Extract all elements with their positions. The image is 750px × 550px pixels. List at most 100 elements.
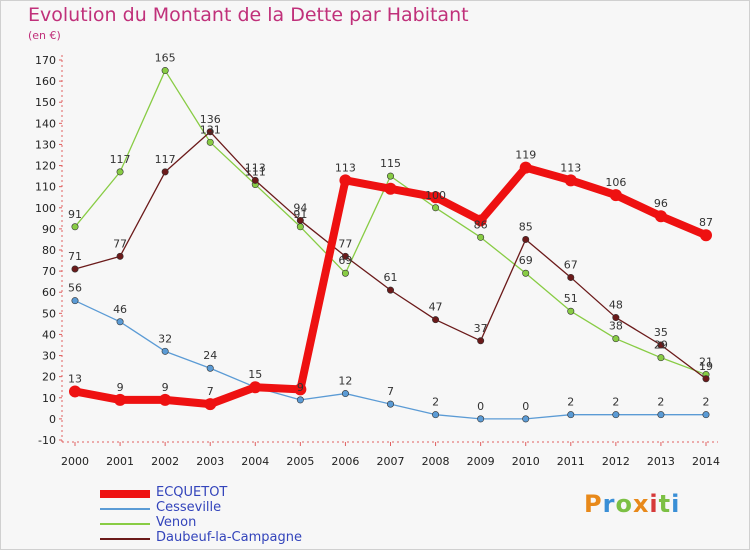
data-point-0 <box>519 161 532 174</box>
x-tick-label: 2002 <box>151 455 179 468</box>
plot-area <box>62 52 722 450</box>
data-label-3: 136 <box>200 113 221 126</box>
x-tick-label: 2000 <box>61 455 89 468</box>
y-tick-label: 90 <box>42 223 56 236</box>
legend-label-ecquetot: ECQUETOT <box>156 485 228 500</box>
data-point-1 <box>71 297 79 305</box>
data-point-3 <box>432 316 440 324</box>
chart-title: Evolution du Montant de la Dette par Hab… <box>28 4 469 26</box>
x-tick-label: 2006 <box>331 455 359 468</box>
data-point-2 <box>612 335 620 343</box>
data-point-2 <box>116 168 124 176</box>
data-point-1 <box>341 390 349 398</box>
data-label-1: 46 <box>113 303 127 316</box>
data-point-1 <box>567 411 575 419</box>
data-point-0 <box>384 182 397 195</box>
data-label-0: 9 <box>117 381 124 394</box>
data-point-1 <box>657 411 665 419</box>
data-label-2: 38 <box>609 320 623 333</box>
data-label-1: 7 <box>387 385 394 398</box>
y-tick-label: 150 <box>35 96 56 109</box>
data-point-2 <box>432 204 440 212</box>
data-label-2: 86 <box>474 218 488 231</box>
data-label-1: 2 <box>657 396 664 409</box>
data-label-3: 67 <box>564 258 578 271</box>
x-tick-label: 2014 <box>692 455 720 468</box>
data-point-1 <box>296 396 304 404</box>
data-point-3 <box>206 128 214 136</box>
data-point-0 <box>114 393 127 406</box>
data-label-1: 12 <box>338 375 352 388</box>
data-label-2: 51 <box>564 292 578 305</box>
y-tick-label: 40 <box>42 328 56 341</box>
data-label-3: 48 <box>609 299 623 312</box>
logo-letter: r <box>602 490 616 518</box>
data-point-3 <box>296 216 304 224</box>
data-point-1 <box>477 415 485 423</box>
y-tick-label: 30 <box>42 350 56 363</box>
x-tick-label: 2012 <box>602 455 630 468</box>
y-tick-label: 130 <box>35 138 56 151</box>
data-point-1 <box>116 318 124 326</box>
data-label-0: 13 <box>68 372 82 385</box>
data-point-0 <box>294 383 307 396</box>
data-label-1: 2 <box>612 396 619 409</box>
data-label-1: 15 <box>248 368 262 381</box>
y-tick-label: 110 <box>35 181 56 194</box>
data-point-3 <box>161 168 169 176</box>
legend-label-daubeuf: Daubeuf-la-Campagne <box>156 530 302 545</box>
data-label-2: 69 <box>338 254 352 267</box>
data-label-2: 69 <box>519 254 533 267</box>
data-point-0 <box>204 398 217 411</box>
y-tick-label: 80 <box>42 244 56 257</box>
data-label-1: 0 <box>477 400 484 413</box>
data-point-3 <box>657 341 665 349</box>
y-tick-label: 100 <box>35 202 56 215</box>
y-tick-label: 60 <box>42 286 56 299</box>
data-point-2 <box>477 233 485 241</box>
data-point-1 <box>612 411 620 419</box>
legend-label-cesseville: Cesseville <box>156 500 222 515</box>
data-label-2: 131 <box>200 123 221 136</box>
data-label-0: 96 <box>654 197 668 210</box>
logo-letter: i <box>649 490 659 518</box>
data-point-1 <box>432 411 440 419</box>
data-point-0 <box>249 381 262 394</box>
data-label-3: 35 <box>654 326 668 339</box>
data-point-0 <box>159 393 172 406</box>
data-point-2 <box>522 269 530 277</box>
y-tick-label: 160 <box>35 75 56 88</box>
data-label-0: 119 <box>515 149 536 162</box>
data-label-1: 0 <box>522 400 529 413</box>
data-point-1 <box>702 411 710 419</box>
data-label-2: 111 <box>245 166 266 179</box>
data-label-1: 24 <box>203 349 217 362</box>
data-label-1: 56 <box>68 282 82 295</box>
data-label-0: 106 <box>605 176 626 189</box>
data-label-3: 77 <box>113 237 127 250</box>
data-label-0: 9 <box>162 381 169 394</box>
data-point-2 <box>567 307 575 315</box>
data-label-3: 19 <box>699 360 713 373</box>
chart-subtitle: (en €) <box>28 29 61 42</box>
y-tick-label: 10 <box>42 392 56 405</box>
data-label-3: 113 <box>245 161 266 174</box>
data-label-3: 85 <box>519 220 533 233</box>
data-label-1: 2 <box>703 396 710 409</box>
data-point-0 <box>429 191 442 204</box>
data-point-3 <box>477 337 485 345</box>
data-point-3 <box>386 286 394 294</box>
logo-letter: o <box>615 490 633 518</box>
logo-letter: P <box>584 490 603 518</box>
data-point-1 <box>386 400 394 408</box>
x-tick-label: 2001 <box>106 455 134 468</box>
data-label-3: 94 <box>293 201 307 214</box>
data-point-3 <box>702 375 710 383</box>
data-label-3: 61 <box>384 271 398 284</box>
data-label-1: 32 <box>158 332 172 345</box>
data-point-3 <box>341 252 349 260</box>
x-tick-label: 2010 <box>512 455 540 468</box>
x-tick-label: 2003 <box>196 455 224 468</box>
logo-letter: t <box>658 490 672 518</box>
